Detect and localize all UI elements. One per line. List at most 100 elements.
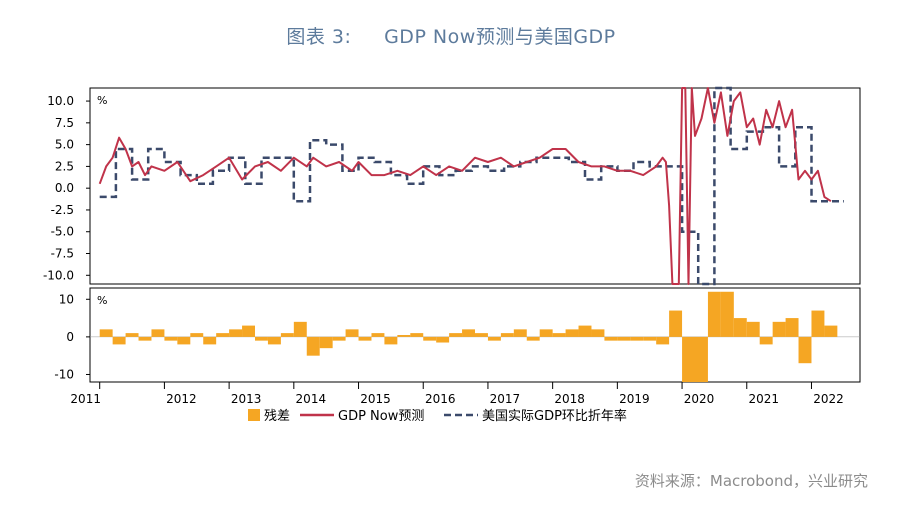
residual-bar [707, 291, 721, 337]
actual-gdp-series [99, 86, 844, 286]
residual-bar [695, 336, 708, 382]
residual-bars [99, 291, 838, 382]
legend: 残差 GDP Now预测 美国实际GDP环比折年率 [248, 408, 627, 424]
residual-bar [332, 336, 346, 341]
residual-bar [669, 310, 683, 337]
residual-bar [345, 329, 359, 337]
legend-swatch-residual [248, 409, 260, 421]
residual-bar [552, 333, 566, 337]
residual-bar [164, 336, 178, 341]
residual-bar [306, 336, 320, 356]
residual-bar [643, 336, 657, 341]
residual-bar [798, 336, 812, 364]
residual-bar [475, 333, 488, 337]
bottom-y-tick-label: 0 [66, 330, 74, 344]
residual-bar [423, 336, 437, 341]
residual-bar [720, 291, 734, 337]
x-tick-label: 2018 [554, 392, 585, 406]
bottom-y-tick-label: 10 [59, 292, 74, 306]
residual-bar [280, 333, 294, 337]
bottom-y-ticks: 10 0 -10 [54, 292, 90, 381]
residual-bar [772, 321, 786, 337]
top-y-tick-label: -2.5 [51, 203, 74, 217]
residual-bar [267, 336, 281, 345]
residual-bar [462, 329, 475, 337]
residual-bar [539, 329, 553, 337]
residual-bar [526, 336, 540, 341]
x-tick-label: 2019 [619, 392, 650, 406]
residual-bar [410, 333, 424, 337]
residual-bar [449, 333, 463, 337]
residual-bar [604, 336, 618, 341]
residual-bar [242, 325, 255, 337]
top-panel-frame [89, 87, 861, 285]
residual-bar [656, 336, 670, 345]
residual-bar [229, 329, 243, 337]
residual-bar [99, 329, 113, 337]
residual-bar [824, 325, 838, 337]
residual-bar [216, 333, 230, 337]
residual-bar [397, 335, 411, 337]
top-y-tick-label: 0.0 [55, 181, 74, 195]
source-note: 资料来源：Macrobond，兴业研究 [634, 472, 868, 490]
residual-bar [785, 318, 799, 337]
residual-bar [513, 329, 527, 337]
residual-bar [578, 325, 592, 337]
residual-bar [358, 336, 372, 341]
x-tick-label: 2021 [748, 392, 779, 406]
residual-bar [151, 329, 165, 337]
top-y-tick-label: 2.5 [55, 159, 74, 173]
x-tick-label: 2014 [296, 392, 327, 406]
x-tick-label: 2012 [166, 392, 197, 406]
residual-bar [630, 336, 644, 341]
residual-bar [371, 333, 385, 337]
x-tick-label: 2022 [813, 392, 844, 406]
top-y-tick-label: -5.0 [51, 225, 74, 239]
gdpnow-line [98, 87, 832, 285]
x-tick-label: 2016 [425, 392, 456, 406]
residual-bar [733, 318, 747, 337]
bottom-y-tick-label: -10 [54, 367, 74, 381]
residual-bar [177, 336, 191, 345]
x-tick-label: 2011 [70, 392, 101, 406]
legend-label-actual: 美国实际GDP环比折年率 [482, 408, 627, 424]
residual-bar [384, 336, 398, 345]
residual-bar [436, 336, 450, 343]
residual-bar [190, 333, 204, 337]
top-y-tick-label: 7.5 [55, 116, 74, 130]
residual-bar [811, 310, 825, 337]
actual-gdp-line [99, 86, 844, 286]
residual-bar [746, 321, 760, 337]
residual-bar [138, 336, 152, 341]
chart-title: 图表 3: GDP Now预测与美国GDP [286, 26, 616, 48]
residual-bar [203, 336, 217, 345]
bottom-unit-label: % [97, 294, 107, 307]
residual-bar [759, 336, 773, 345]
residual-bar [487, 336, 501, 341]
top-y-tick-label: -10.0 [43, 268, 74, 282]
top-y-tick-label: 10.0 [47, 94, 74, 108]
bottom-panel-frame [89, 287, 861, 383]
residual-bar [591, 329, 605, 337]
residual-bar [565, 329, 579, 337]
residual-bar [255, 336, 268, 341]
x-tick-label: 2015 [360, 392, 391, 406]
top-y-ticks: 10.0 7.5 5.0 2.5 0.0 -2.5 -5.0 -7.5 -10.0 [43, 94, 90, 282]
residual-bar [319, 336, 333, 349]
residual-bar [682, 336, 695, 382]
legend-label-gdpnow: GDP Now预测 [338, 409, 424, 424]
residual-bar [125, 333, 139, 337]
residual-bar [112, 336, 126, 345]
residual-bar [293, 321, 307, 337]
x-tick-label: 2013 [231, 392, 262, 406]
top-unit-label: % [97, 94, 107, 107]
residual-bar [617, 336, 631, 341]
top-y-tick-label: -7.5 [51, 247, 74, 261]
gdpnow-series [98, 87, 832, 285]
top-y-tick-label: 5.0 [55, 138, 74, 152]
legend-label-residual: 残差 [264, 409, 290, 424]
x-tick-label: 2017 [490, 392, 521, 406]
x-axis-ticks: 2011 2012 2013 2014 2015 2016 2017 2018 2019 2020… [70, 382, 844, 406]
residual-bar [500, 333, 514, 337]
